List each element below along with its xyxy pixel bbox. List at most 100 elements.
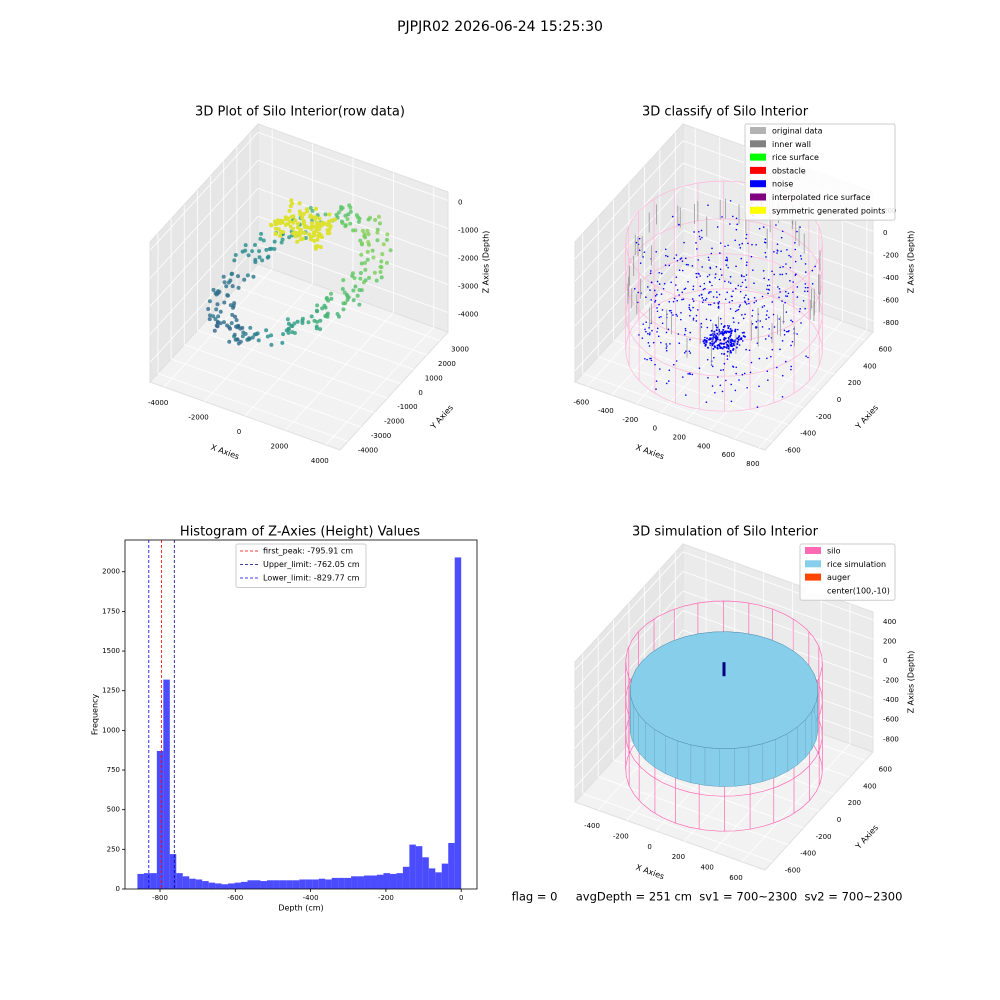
noise-point-decor: [678, 342, 681, 345]
noise-point-decor: [763, 277, 765, 280]
noise-point-decor: [740, 338, 743, 341]
scatter-point-decor: [345, 217, 350, 222]
noise-point-decor: [778, 296, 780, 299]
noise-point-decor: [732, 365, 734, 368]
noise-point-decor: [698, 230, 700, 233]
scatter-point-decor: [309, 314, 314, 319]
scatter-point-decor: [300, 215, 305, 220]
noise-point-decor: [738, 379, 740, 381]
histogram-bar: [182, 876, 190, 889]
noise-point-decor: [698, 294, 701, 297]
noise-point-decor: [766, 310, 768, 312]
noise-point-decor: [729, 327, 732, 330]
scatter-point-decor: [233, 253, 238, 258]
noise-point-decor: [736, 337, 739, 340]
z-tick-label: -200: [883, 252, 899, 260]
noise-point-decor: [704, 336, 706, 339]
legend-swatch: [750, 140, 766, 148]
noise-point-decor: [777, 286, 779, 288]
histogram-bar: [241, 881, 248, 889]
scatter-point-decor: [228, 326, 233, 331]
scatter-point-decor: [289, 215, 294, 220]
noise-point-decor: [764, 338, 767, 340]
scatter-point-decor: [365, 249, 370, 254]
scatter-point-decor: [289, 323, 294, 328]
noise-point-decor: [763, 304, 766, 307]
scatter-point-decor: [356, 215, 361, 220]
noise-point-decor: [742, 331, 745, 334]
histogram-bar: [202, 881, 209, 889]
scatter-point-decor: [363, 235, 368, 240]
scatter-point-decor: [315, 309, 320, 314]
scatter-point-decor: [285, 317, 290, 322]
legend-label: rice simulation: [827, 560, 886, 569]
noise-point-decor: [698, 235, 701, 238]
scatter-point-decor: [286, 326, 291, 331]
noise-point-decor: [684, 257, 687, 260]
scatter-point-decor: [379, 275, 384, 280]
noise-point-decor: [707, 256, 710, 259]
scatter-point-decor: [365, 228, 370, 233]
noise-point-decor: [771, 348, 774, 351]
scatter-point-decor: [318, 327, 323, 332]
rice-surface-decor: [748, 743, 763, 785]
noise-point-decor: [787, 292, 790, 295]
noise-point-decor: [729, 334, 732, 337]
scatter-point-decor: [352, 276, 357, 281]
scatter-point-decor: [329, 218, 334, 223]
x-tick-label: -400: [584, 822, 600, 830]
scatter-point-decor: [366, 232, 371, 237]
noise-point-decor: [746, 386, 748, 389]
noise-point-decor: [773, 273, 776, 276]
scatter-point-decor: [211, 287, 216, 292]
scatter-point-decor: [334, 213, 339, 218]
histogram-bar: [312, 879, 319, 889]
noise-point-decor: [780, 250, 782, 253]
noise-point-decor: [700, 326, 703, 328]
scatter-point-decor: [273, 231, 278, 236]
scatter-point-decor: [264, 328, 269, 333]
y-tick-label: -400: [800, 850, 816, 858]
noise-point-decor: [656, 280, 659, 283]
noise-point-decor: [717, 376, 719, 378]
noise-point-decor: [714, 334, 717, 337]
noise-point-decor: [726, 330, 729, 333]
grid-line: [574, 140, 684, 260]
noise-point-decor: [709, 281, 711, 284]
scatter-point-decor: [240, 334, 245, 339]
noise-point-decor: [711, 247, 713, 250]
legend-swatch: [750, 127, 766, 134]
noise-point-decor: [725, 264, 728, 266]
scatter-point-decor: [323, 212, 328, 217]
z-tick-label: 0: [883, 657, 887, 665]
noise-point-decor: [736, 223, 738, 226]
noise-point-decor: [705, 318, 708, 321]
scatter-point-decor: [230, 312, 235, 317]
noise-point-decor: [745, 303, 748, 305]
noise-point-decor: [738, 305, 741, 308]
noise-point-decor: [799, 308, 801, 310]
noise-point-decor: [779, 273, 781, 276]
histogram-bar: [260, 881, 267, 889]
scatter-point-decor: [235, 325, 240, 330]
noise-point-decor: [719, 339, 722, 342]
noise-point-decor: [781, 340, 784, 342]
scatter-point-decor: [302, 219, 307, 224]
noise-point-decor: [735, 217, 738, 220]
legend-swatch: [750, 206, 766, 214]
noise-point-decor: [721, 330, 724, 333]
scatter-point-decor: [341, 307, 346, 312]
scatter-point-decor: [243, 243, 248, 248]
noise-point-decor: [724, 259, 727, 261]
noise-point-decor: [722, 369, 725, 371]
noise-point-decor: [649, 332, 651, 334]
histogram-bar: [156, 750, 164, 889]
noise-point-decor: [784, 290, 787, 293]
noise-point-decor: [753, 297, 756, 299]
y-tick-label: 3000: [451, 346, 469, 354]
noise-point-decor: [790, 344, 792, 347]
noise-point-decor: [737, 284, 740, 287]
scatter-point-decor: [264, 247, 269, 252]
noise-point-decor: [798, 310, 801, 313]
noise-point-decor: [696, 248, 698, 250]
